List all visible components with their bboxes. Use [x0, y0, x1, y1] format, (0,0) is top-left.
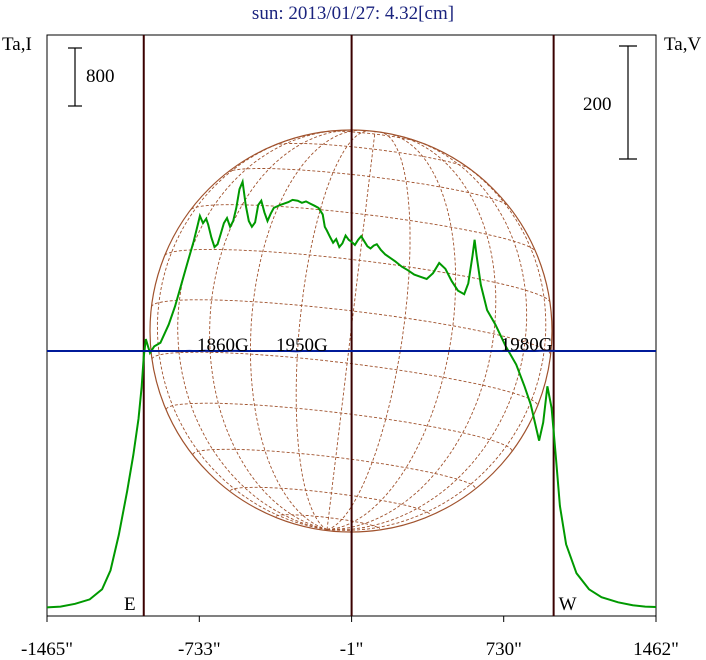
longitude-line	[327, 134, 497, 531]
latitude-line	[227, 168, 509, 207]
field-strength-label: 1980G	[501, 335, 553, 356]
longitude-line	[326, 131, 411, 531]
longitude-line	[327, 156, 547, 531]
scale-bar-right: 200	[583, 45, 637, 160]
longitude-line	[327, 133, 457, 531]
limb-label: W	[559, 594, 577, 615]
longitude-line	[209, 129, 353, 531]
x-tick-label: 1462"	[633, 639, 679, 660]
y-label-right: Ta,V	[664, 34, 701, 55]
x-tick-label: -1465"	[21, 639, 73, 660]
scale-bar-left: 800	[68, 47, 115, 107]
longitude-line	[326, 131, 376, 530]
stokes-v-curve	[47, 349, 656, 353]
longitude-line	[327, 138, 528, 531]
limb-label: E	[124, 594, 136, 615]
latitude-line	[165, 402, 513, 452]
x-axis-ticks: -1465" -733" -1" 730" 1462"	[21, 616, 679, 660]
scale-bar-left-label: 800	[86, 66, 115, 87]
field-strength-label: 1950G	[276, 335, 328, 356]
x-tick-label: -1"	[340, 639, 364, 660]
latitude-line	[192, 448, 476, 489]
y-label-left: Ta,I	[2, 34, 32, 55]
longitude-line	[249, 129, 360, 531]
longitude-line	[177, 129, 339, 531]
longitude-line	[295, 130, 370, 530]
scale-bar-right-label: 200	[583, 94, 612, 115]
chart-title: sun: 2013/01/27: 4.32[cm]	[252, 3, 454, 24]
x-tick-label: 730"	[486, 639, 522, 660]
stokes-i-curve	[46, 178, 657, 609]
field-annotations: 1860G 1950G 1980G	[197, 335, 553, 356]
field-strength-label: 1860G	[197, 335, 249, 356]
x-tick-label: -733"	[178, 639, 221, 660]
latitude-line	[191, 204, 536, 251]
